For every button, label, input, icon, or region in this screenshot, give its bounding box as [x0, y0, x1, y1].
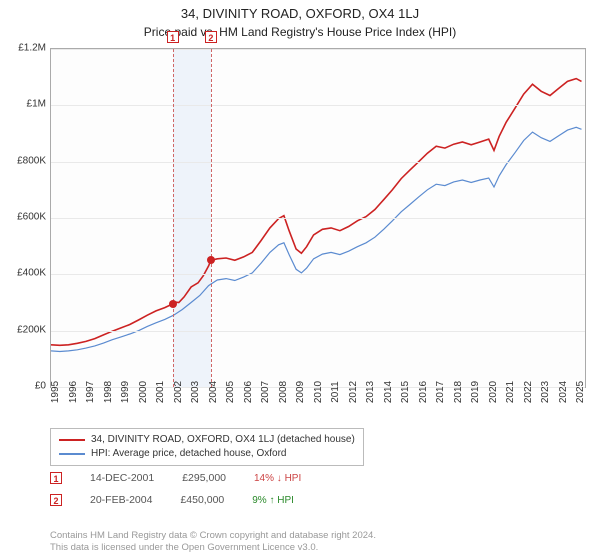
legend-box: 34, DIVINITY ROAD, OXFORD, OX4 1LJ (deta… [50, 428, 364, 466]
x-tick-label: 2019 [470, 381, 481, 403]
x-tick-label: 2013 [365, 381, 376, 403]
sale-price: £450,000 [180, 494, 224, 506]
x-tick-label: 2005 [225, 381, 236, 403]
chart-title: 34, DIVINITY ROAD, OXFORD, OX4 1LJ [0, 0, 600, 21]
y-tick-label: £200K [2, 324, 46, 335]
event-vline [173, 49, 174, 387]
sale-number-marker: 1 [50, 472, 62, 484]
x-tick-label: 2000 [138, 381, 149, 403]
sale-row: 1 14-DEC-2001 £295,000 14% ↓ HPI [50, 472, 301, 484]
sale-dot [169, 300, 177, 308]
x-tick-label: 2017 [435, 381, 446, 403]
plot-area: 12 [50, 48, 586, 388]
legend-item: HPI: Average price, detached house, Oxfo… [59, 447, 355, 461]
gridline [51, 49, 585, 50]
x-tick-label: 2011 [330, 381, 341, 403]
x-tick-label: 1996 [68, 381, 79, 403]
chart-subtitle: Price paid vs. HM Land Registry's House … [0, 21, 600, 45]
y-tick-label: £1.2M [2, 43, 46, 54]
x-tick-label: 1999 [120, 381, 131, 403]
x-tick-label: 2024 [558, 381, 569, 403]
sale-delta: 9% ↑ HPI [252, 495, 294, 506]
x-tick-label: 2012 [348, 381, 359, 403]
x-tick-label: 2021 [505, 381, 516, 403]
sale-delta: 14% ↓ HPI [254, 473, 301, 484]
x-tick-label: 2003 [190, 381, 201, 403]
footnote: Contains HM Land Registry data © Crown c… [50, 530, 376, 554]
x-tick-label: 2018 [453, 381, 464, 403]
sale-row: 2 20-FEB-2004 £450,000 9% ↑ HPI [50, 494, 294, 506]
x-tick-label: 2006 [243, 381, 254, 403]
y-tick-label: £0 [2, 381, 46, 392]
series-line [51, 79, 582, 346]
sale-dot [207, 256, 215, 264]
x-tick-label: 2004 [208, 381, 219, 403]
legend-swatch [59, 453, 85, 455]
x-tick-label: 2010 [313, 381, 324, 403]
sale-date: 14-DEC-2001 [90, 472, 154, 484]
footnote-line: This data is licensed under the Open Gov… [50, 542, 376, 554]
gridline [51, 331, 585, 332]
gridline [51, 274, 585, 275]
x-tick-label: 1997 [85, 381, 96, 403]
legend-item: 34, DIVINITY ROAD, OXFORD, OX4 1LJ (deta… [59, 433, 355, 447]
sale-number-marker: 2 [50, 494, 62, 506]
y-tick-label: £600K [2, 212, 46, 223]
x-tick-label: 2020 [488, 381, 499, 403]
x-tick-label: 2015 [400, 381, 411, 403]
x-tick-label: 2023 [540, 381, 551, 403]
x-tick-label: 2007 [260, 381, 271, 403]
x-tick-label: 2009 [295, 381, 306, 403]
gridline [51, 162, 585, 163]
y-tick-label: £800K [2, 155, 46, 166]
legend-label: HPI: Average price, detached house, Oxfo… [91, 447, 287, 461]
x-tick-label: 2002 [173, 381, 184, 403]
footnote-line: Contains HM Land Registry data © Crown c… [50, 530, 376, 542]
gridline [51, 105, 585, 106]
event-marker-label: 1 [167, 31, 179, 43]
event-marker-label: 2 [205, 31, 217, 43]
gridline [51, 218, 585, 219]
x-tick-label: 2008 [278, 381, 289, 403]
y-tick-label: £400K [2, 268, 46, 279]
x-tick-label: 1995 [50, 381, 61, 403]
y-tick-label: £1M [2, 99, 46, 110]
x-tick-label: 2022 [523, 381, 534, 403]
x-tick-label: 2014 [383, 381, 394, 403]
event-vline [211, 49, 212, 387]
legend-swatch [59, 439, 85, 441]
x-tick-label: 2025 [575, 381, 586, 403]
sale-date: 20-FEB-2004 [90, 494, 152, 506]
x-tick-label: 1998 [103, 381, 114, 403]
legend-label: 34, DIVINITY ROAD, OXFORD, OX4 1LJ (deta… [91, 433, 355, 447]
x-tick-label: 2001 [155, 381, 166, 403]
chart-container: 34, DIVINITY ROAD, OXFORD, OX4 1LJ Price… [0, 0, 600, 560]
x-tick-label: 2016 [418, 381, 429, 403]
sale-price: £295,000 [182, 472, 226, 484]
